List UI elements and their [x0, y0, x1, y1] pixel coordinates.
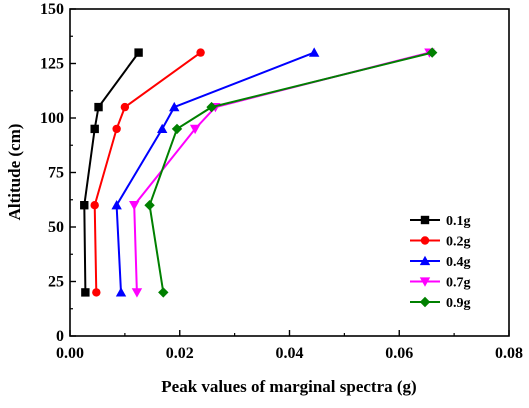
circle-marker [196, 48, 205, 57]
x-tick-label: 0.00 [56, 345, 84, 362]
y-axis-title: Altitude (cm) [5, 124, 24, 221]
square-marker [81, 288, 90, 297]
diamond-marker [426, 47, 438, 58]
x-tick-label: 0.06 [385, 345, 413, 362]
x-tick-label: 0.08 [495, 345, 523, 362]
y-tick-label: 75 [48, 165, 64, 182]
triangle-down-marker [419, 277, 431, 287]
legend-label: 0.1g [446, 214, 471, 229]
series-0.1g [80, 48, 143, 297]
square-marker [90, 124, 99, 134]
y-tick-label: 125 [40, 56, 64, 73]
y-tick-label: 50 [48, 219, 64, 236]
triangle-up-marker [111, 200, 122, 210]
legend-item: 0.2g [410, 235, 471, 250]
x-tick-label: 0.04 [276, 345, 304, 362]
x-tick-label: 0.02 [166, 345, 194, 362]
legend-item: 0.9g [410, 296, 471, 311]
diamond-marker [158, 287, 169, 298]
diamond-marker [144, 200, 155, 211]
y-tick-label: 100 [40, 110, 64, 127]
x-axis-title: Peak values of marginal spectra (g) [161, 377, 416, 396]
diamond-marker [171, 123, 183, 135]
series-line [83, 52, 140, 293]
triangle-up-marker [419, 255, 431, 266]
triangle-down-marker [189, 124, 201, 135]
triangle-up-marker [169, 101, 180, 112]
series-0.9g [144, 47, 438, 298]
triangle-up-marker [115, 287, 127, 297]
diamond-marker [206, 101, 217, 113]
diamond-marker [419, 296, 431, 308]
circle-marker [90, 201, 99, 210]
legend-item: 0.4g [410, 255, 471, 270]
y-tick-label: 150 [40, 1, 64, 18]
legend-label: 0.4g [446, 255, 471, 270]
circle-marker [92, 288, 101, 297]
triangle-up-marker [308, 47, 320, 57]
square-marker [134, 48, 143, 57]
triangle-down-marker [129, 201, 140, 211]
series-0.7g [129, 48, 435, 298]
circle-marker [420, 236, 430, 245]
y-tick-label: 0 [56, 328, 64, 345]
circle-marker [120, 102, 130, 112]
series-line [133, 51, 430, 293]
triangle-up-marker [156, 123, 168, 134]
legend-item: 0.1g [410, 214, 471, 229]
series-0.2g [90, 48, 205, 297]
legend-label: 0.9g [446, 296, 471, 311]
triangle-down-marker [131, 288, 143, 298]
square-marker [80, 201, 89, 210]
x-axis: 0.00 0.02 0.04 0.06 0.08 [56, 330, 523, 362]
legend: 0.1g 0.2g 0.4g 0.7g 0.9g [410, 214, 471, 311]
y-tick-label: 25 [48, 274, 64, 291]
legend-label: 0.7g [446, 276, 471, 291]
legend-label: 0.2g [446, 235, 471, 250]
square-marker [420, 215, 430, 225]
series-line [93, 51, 202, 293]
circle-marker [112, 124, 121, 134]
series-0.4g [111, 47, 320, 297]
square-marker [94, 102, 103, 112]
series-layer [80, 47, 438, 298]
y-axis: 0 25 50 75 100 125 150 [40, 1, 76, 345]
legend-item: 0.7g [410, 276, 471, 291]
